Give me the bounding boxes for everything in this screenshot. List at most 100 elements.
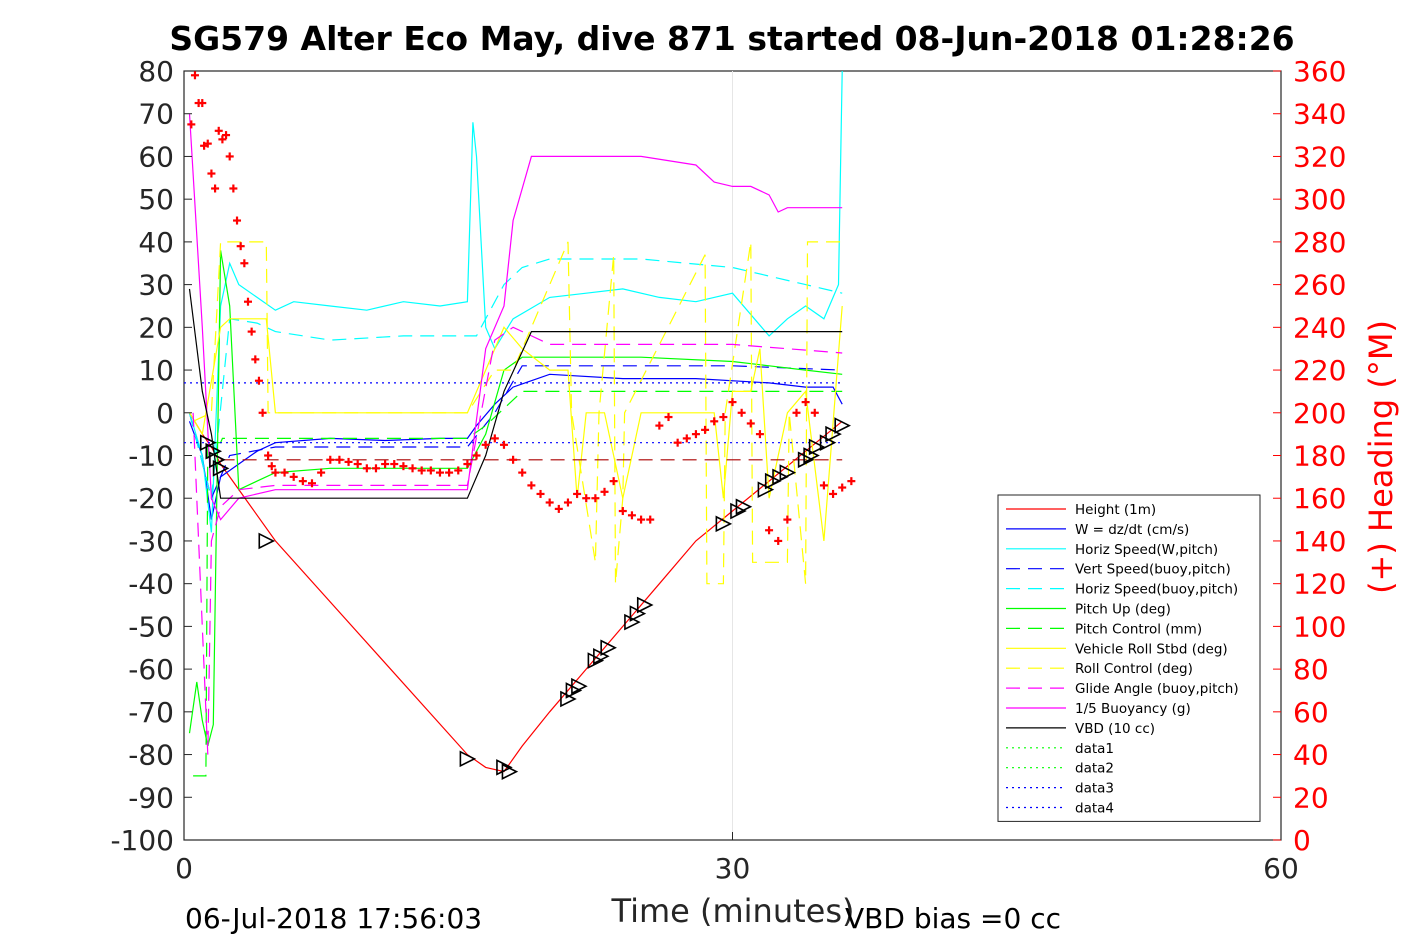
- series-line-glide-angle-buoy-pitch: [192, 326, 843, 755]
- heading-point: [664, 413, 673, 422]
- y-right-tick-label-12: 120: [1293, 568, 1346, 601]
- legend-label-9: Glide Angle (buoy,pitch): [1075, 681, 1239, 697]
- triangle-marker: [819, 434, 837, 451]
- heading-point: [243, 297, 252, 306]
- heading-point: [390, 460, 399, 469]
- heading-point: [353, 460, 362, 469]
- heading-point: [819, 481, 828, 490]
- y-right-tick-label-2: 320: [1293, 140, 1346, 173]
- triangle-marker: [825, 425, 842, 443]
- legend-label-2: Horiz Speed(W,pitch): [1075, 542, 1218, 558]
- heading-point: [198, 99, 207, 108]
- left-tick-labels: 80 70 60 50 40 30 20 10 0 -10 -20 -30 -40 -50 -60 -70 -8…: [110, 55, 192, 857]
- heading-point: [637, 515, 646, 524]
- triangle-marker: [600, 639, 617, 657]
- series-line-vbd-10-cc: [188, 288, 843, 499]
- heading-point: [326, 455, 335, 464]
- heading-point: [344, 457, 353, 466]
- y-right-tick-label-17: 20: [1293, 781, 1329, 814]
- heading-point: [691, 430, 700, 439]
- heading-point: [783, 515, 792, 524]
- heading-point: [463, 460, 472, 469]
- heading-point: [371, 464, 380, 473]
- legend-label-7: Vehicle Roll Stbd (deg): [1075, 641, 1228, 657]
- heading-point: [258, 408, 267, 417]
- heading-point: [655, 421, 664, 430]
- heading-point: [298, 477, 307, 486]
- heading-point: [527, 481, 536, 490]
- y-right-tick-label-0: 360: [1293, 55, 1346, 88]
- x-tick-label-1: 30: [715, 852, 751, 885]
- heading-point: [728, 398, 737, 407]
- y-right-tick-label-13: 100: [1293, 610, 1346, 643]
- heading-point: [755, 430, 764, 439]
- triangle-marker: [587, 652, 605, 669]
- heading-point: [554, 504, 563, 513]
- y-tick-label-11: -30: [128, 525, 174, 558]
- triangle-marker: [715, 515, 733, 533]
- y-right-tick-label-9: 180: [1293, 440, 1346, 473]
- heading-point: [417, 466, 426, 475]
- heading-point: [214, 126, 223, 135]
- heading-point: [247, 327, 256, 336]
- heading-point: [746, 419, 755, 428]
- heading-point: [335, 455, 344, 464]
- y-right-tick-label-18: 0: [1293, 824, 1311, 857]
- x-tick-label-2: 60: [1263, 852, 1299, 885]
- legend: Height (1m) W = dz/dt (cm/s) Horiz Speed(W…: [997, 494, 1261, 822]
- heading-point: [229, 184, 238, 193]
- y-right-tick-label-8: 200: [1293, 397, 1346, 430]
- y-right-tick-label-11: 140: [1293, 525, 1346, 558]
- y-tick-label-9: -10: [128, 440, 174, 473]
- legend-label-12: data1: [1075, 741, 1114, 757]
- series-line-1-5-buoyancy-g: [188, 113, 843, 521]
- triangle-marker: [496, 759, 513, 776]
- y-right-tick-label-4: 280: [1293, 226, 1346, 259]
- triangle-marker: [459, 750, 477, 768]
- y-tick-label-5: 30: [138, 269, 174, 302]
- y-tick-label-0: 80: [138, 55, 174, 88]
- heading-point: [472, 451, 481, 460]
- triangle-marker: [199, 434, 217, 451]
- series-line-vehicle-roll-stbd-deg: [188, 305, 843, 541]
- heading-point: [211, 184, 220, 193]
- legend-label-4: Horiz Speed(buoy,pitch): [1075, 582, 1238, 598]
- legend-label-15: data4: [1075, 801, 1114, 817]
- heading-point: [847, 477, 856, 486]
- heading-point: [646, 515, 655, 524]
- heading-point: [582, 494, 591, 503]
- heading-point: [222, 131, 231, 140]
- heading-point: [838, 483, 847, 492]
- series-line-horiz-speed-buoy-pitch: [188, 258, 843, 499]
- heading-point: [190, 71, 199, 80]
- legend-label-3: Vert Speed(buoy,pitch): [1075, 562, 1231, 578]
- x-tick-labels: 0 30 60: [175, 832, 1299, 885]
- triangle-marker: [212, 460, 230, 477]
- heading-point: [509, 455, 518, 464]
- triangle-marker: [565, 682, 583, 699]
- legend-label-5: Pitch Up (deg): [1075, 602, 1171, 618]
- series-layer: [184, 70, 843, 777]
- series-line-horiz-speed-w-pitch: [188, 70, 843, 533]
- triangle-markers: [199, 417, 851, 780]
- y-right-tick-label-10: 160: [1293, 482, 1346, 515]
- heading-point: [765, 526, 774, 535]
- y-axis-label-right: (+) Heading (°M): [1362, 320, 1400, 594]
- series-line-pitch-control-mm: [193, 390, 843, 777]
- heading-points: [187, 71, 856, 545]
- series-line-height-1m: [188, 412, 843, 773]
- heading-point: [233, 216, 242, 225]
- heading-point: [435, 468, 444, 477]
- heading-point: [774, 536, 783, 545]
- heading-point: [810, 408, 819, 417]
- triangle-marker: [779, 464, 797, 481]
- triangle-marker: [834, 417, 851, 434]
- heading-point: [719, 413, 728, 422]
- heading-point: [426, 466, 435, 475]
- heading-point: [271, 468, 280, 477]
- y-tick-label-12: -40: [128, 568, 174, 601]
- legend-label-11: VBD (10 cc): [1075, 721, 1155, 737]
- triangle-marker: [803, 447, 820, 464]
- heading-point: [240, 259, 249, 268]
